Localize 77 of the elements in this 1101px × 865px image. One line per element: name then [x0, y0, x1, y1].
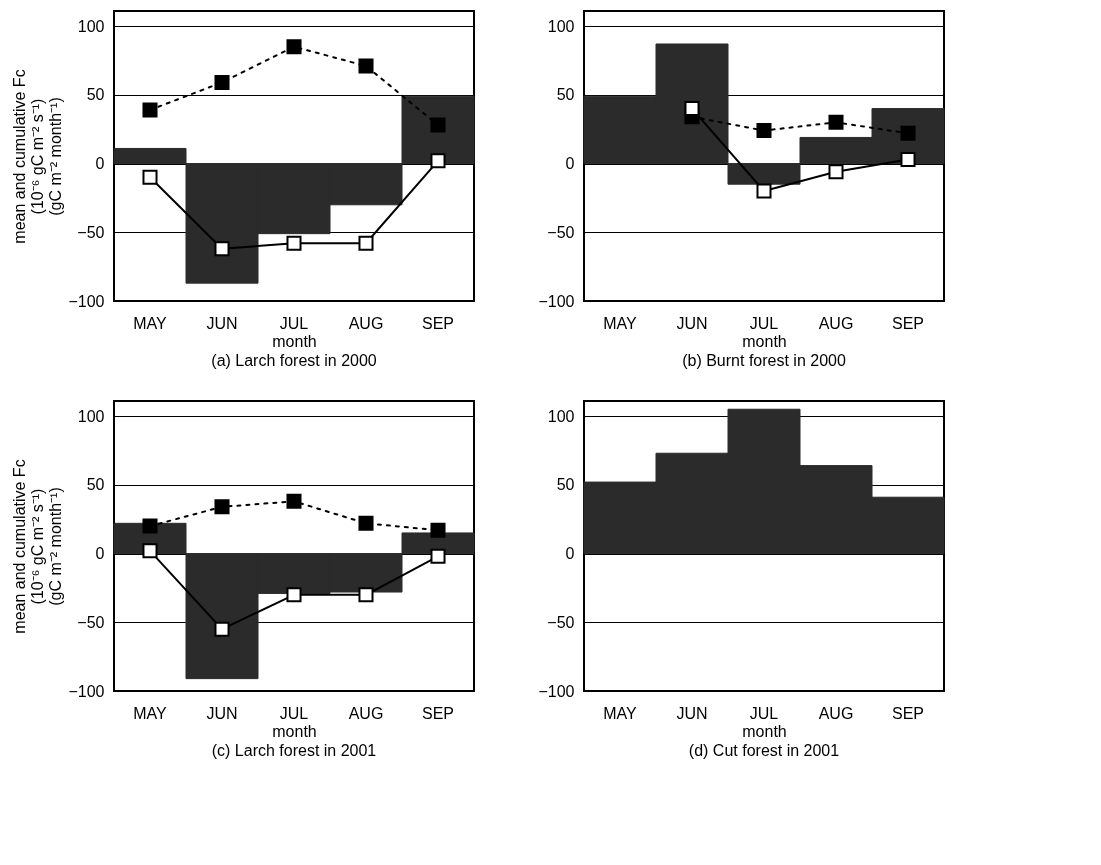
x-axis-title: month: [272, 722, 317, 740]
point: [142, 518, 158, 534]
x-tick-label: JUL: [749, 314, 779, 332]
x-tick-label: JUL: [279, 314, 309, 332]
point: [358, 515, 374, 531]
point: [430, 153, 446, 169]
y-tick-label: 0: [95, 545, 105, 563]
y-tick-label: −100: [538, 292, 575, 310]
x-tick-label: SEP: [891, 704, 925, 722]
point: [286, 493, 302, 509]
point: [358, 587, 374, 603]
y-tick-label: 50: [86, 86, 105, 104]
x-tick-label: SEP: [891, 314, 925, 332]
point: [828, 164, 844, 180]
x-tick-label: MAY: [133, 314, 168, 332]
y-tick-label: 50: [556, 86, 575, 104]
x-tick-label: JUN: [206, 704, 238, 722]
point: [358, 58, 374, 74]
y-tick-label: −100: [68, 292, 105, 310]
x-axis-title: month: [742, 332, 787, 350]
y-tick-label: −50: [547, 613, 575, 631]
point: [214, 74, 230, 90]
x-tick-label: JUN: [676, 314, 708, 332]
y-tick-label: 100: [77, 407, 105, 425]
y-tick-label: 100: [547, 17, 575, 35]
x-tick-label: SEP: [421, 704, 455, 722]
x-tick-label: JUN: [206, 314, 238, 332]
y-tick-label: −100: [538, 682, 575, 700]
point: [142, 169, 158, 185]
point: [214, 241, 230, 257]
point: [828, 114, 844, 130]
point: [430, 548, 446, 564]
y-axis-title: mean and cumulative Fc (10⁻⁶ gC m⁻² s⁻¹) (gC m⁻² month⁻¹): [11, 69, 65, 244]
point: [900, 151, 916, 167]
text: (b) Burnt forest in 2000: [682, 352, 846, 369]
y-tick-label: 0: [565, 545, 575, 563]
point: [430, 522, 446, 538]
point: [756, 183, 772, 199]
point: [286, 587, 302, 603]
x-tick-label: JUL: [279, 704, 309, 722]
point: [214, 621, 230, 637]
x-axis-title: month: [742, 722, 787, 740]
point: [358, 235, 374, 251]
y-tick-label: 100: [77, 17, 105, 35]
x-tick-label: SEP: [421, 314, 455, 332]
x-axis-title: month: [272, 332, 317, 350]
point: [142, 102, 158, 118]
x-tick-label: AUG: [348, 704, 384, 722]
point: [900, 125, 916, 141]
point: [684, 101, 700, 117]
y-tick-label: 0: [565, 155, 575, 173]
x-tick-label: MAY: [603, 704, 638, 722]
y-tick-label: 50: [86, 476, 105, 494]
point: [142, 543, 158, 559]
text: (a) Larch forest in 2000: [211, 352, 377, 369]
x-tick-label: AUG: [348, 314, 384, 332]
point: [286, 235, 302, 251]
y-tick-label: −50: [77, 223, 105, 241]
x-tick-label: MAY: [603, 314, 638, 332]
y-axis-title: mean and cumulative Fc (10⁻⁶ gC m⁻² s⁻¹) (gC m⁻² month⁻¹): [11, 459, 65, 634]
point: [430, 117, 446, 133]
y-tick-label: 0: [95, 155, 105, 173]
x-tick-label: AUG: [818, 314, 854, 332]
point: [286, 39, 302, 55]
y-tick-label: −50: [547, 223, 575, 241]
text: (d) Cut forest in 2001: [688, 742, 840, 759]
x-tick-label: JUL: [749, 704, 779, 722]
y-tick-label: −100: [68, 682, 105, 700]
y-tick-label: 50: [556, 476, 575, 494]
point: [756, 123, 772, 139]
point: [214, 499, 230, 515]
x-tick-label: AUG: [818, 704, 854, 722]
y-tick-label: −50: [77, 613, 105, 631]
text: (c) Larch forest in 2001: [211, 742, 377, 759]
x-tick-label: JUN: [676, 704, 708, 722]
x-tick-label: MAY: [133, 704, 168, 722]
y-tick-label: 100: [547, 407, 575, 425]
